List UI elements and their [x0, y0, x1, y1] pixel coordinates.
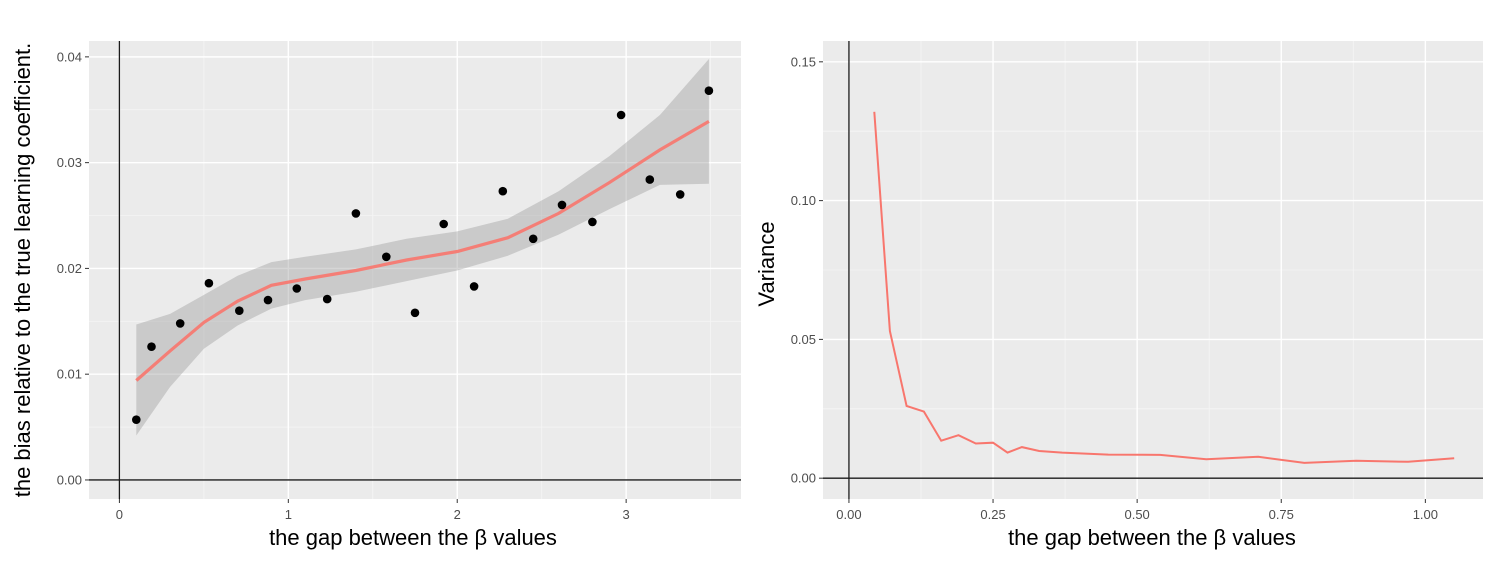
left-x-axis-title: the gap between the β values [269, 525, 557, 550]
data-point [263, 295, 273, 305]
data-point [557, 200, 567, 210]
y-tick-label: 0.04 [57, 49, 82, 64]
data-point [645, 175, 655, 184]
x-tick-label: 1 [285, 507, 292, 522]
left-confidence-band [136, 59, 709, 436]
data-point [351, 209, 361, 218]
data-point [588, 217, 597, 227]
x-tick-label: 0.25 [980, 507, 1005, 522]
data-point [204, 278, 214, 288]
x-tick-label: 0.75 [1269, 507, 1294, 522]
data-point [616, 110, 626, 120]
data-point [704, 86, 714, 95]
data-point [147, 342, 156, 352]
y-tick-label: 0.15 [791, 54, 816, 69]
x-tick-label: 3 [623, 507, 630, 522]
right-plot: 0.00 0.25 0.50 0.75 1.00 0.00 0.05 0.10 0.15 the… [754, 41, 1483, 550]
left-gridlines [89, 41, 741, 499]
data-point [498, 186, 508, 196]
right-gridlines [823, 41, 1483, 499]
y-tick-label: 0.02 [57, 261, 82, 276]
right-axis-ticks: 0.00 0.25 0.50 0.75 1.00 0.00 0.05 0.10 0.15 [791, 54, 1438, 522]
x-tick-label: 2 [454, 507, 461, 522]
y-tick-label: 0.00 [791, 471, 816, 486]
right-y-axis-title: Variance [754, 221, 779, 306]
data-point [292, 284, 302, 293]
data-point [469, 282, 479, 291]
x-tick-label: 0 [116, 507, 123, 522]
smooth-fit-line [135, 120, 710, 382]
y-tick-label: 0.03 [57, 155, 82, 170]
y-tick-label: 0.10 [791, 193, 816, 208]
y-tick-label: 0.01 [57, 367, 82, 382]
left-smooth-curve [135, 120, 710, 382]
right-x-axis-title: the gap between the β values [1008, 525, 1296, 550]
confidence-ribbon [136, 59, 709, 436]
x-tick-label: 1.00 [1413, 507, 1438, 522]
y-tick-label: 0.00 [57, 472, 82, 487]
data-point [235, 306, 244, 316]
left-data-points [132, 86, 714, 425]
data-point [175, 319, 185, 328]
data-point [322, 294, 332, 304]
left-plot: 0 1 2 3 0.00 0.01 0.02 0.03 0.04 the gap between… [10, 41, 741, 550]
data-point [528, 234, 538, 244]
data-point [410, 308, 420, 318]
left-y-axis-title: the bias relative to the true learning c… [10, 43, 35, 498]
x-tick-label: 0.50 [1124, 507, 1149, 522]
left-panel-background [89, 41, 741, 499]
data-point [675, 190, 685, 199]
data-point [382, 252, 391, 262]
x-tick-label: 0.00 [836, 507, 861, 522]
data-point [439, 219, 449, 229]
y-tick-label: 0.05 [791, 332, 816, 347]
data-point [132, 415, 141, 425]
right-variance-line [873, 111, 1455, 464]
left-axis-ticks: 0 1 2 3 0.00 0.01 0.02 0.03 0.04 [57, 49, 630, 522]
variance-line [873, 111, 1455, 464]
